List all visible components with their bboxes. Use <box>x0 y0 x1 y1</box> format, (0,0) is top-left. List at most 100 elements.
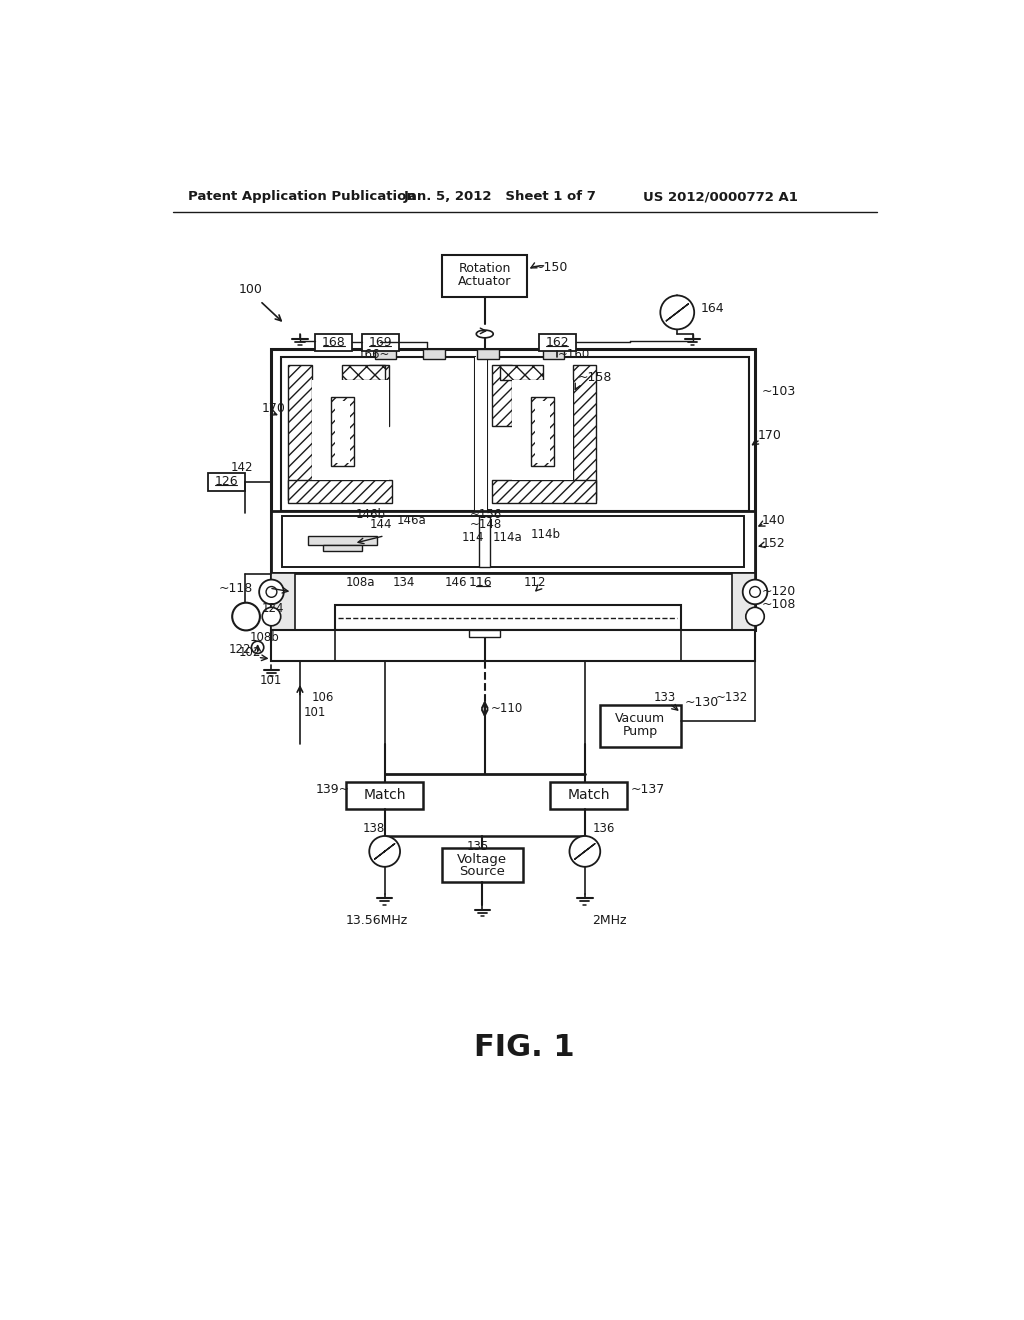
Text: Source: Source <box>460 865 506 878</box>
Circle shape <box>750 586 761 598</box>
Circle shape <box>569 836 600 867</box>
Text: 164: 164 <box>700 302 724 315</box>
Bar <box>307 536 377 545</box>
Bar <box>732 573 755 631</box>
Bar <box>543 350 564 359</box>
Bar <box>539 334 575 351</box>
Text: 146a: 146a <box>396 513 426 527</box>
Bar <box>487 358 749 511</box>
Text: ~150: ~150 <box>534 261 567 275</box>
Text: 133: 133 <box>654 690 677 704</box>
Bar <box>500 364 543 380</box>
Bar <box>442 255 527 297</box>
Text: 2MHz: 2MHz <box>593 915 627 927</box>
Circle shape <box>742 579 767 605</box>
Text: 142: 142 <box>230 462 253 474</box>
Text: 136: 136 <box>593 822 615 834</box>
Text: ~130: ~130 <box>685 696 719 709</box>
Text: ~118: ~118 <box>219 582 253 594</box>
Text: 144: 144 <box>370 517 392 531</box>
Text: 112: 112 <box>523 576 546 589</box>
Text: 114: 114 <box>462 531 484 544</box>
Bar <box>475 358 487 511</box>
Text: 166~: 166~ <box>357 348 390 362</box>
Text: 114a: 114a <box>493 531 522 544</box>
Text: Pump: Pump <box>623 725 657 738</box>
Bar <box>361 334 398 351</box>
Bar <box>271 573 295 631</box>
Bar <box>271 573 755 631</box>
Text: 124: 124 <box>261 602 284 615</box>
Text: ~108: ~108 <box>762 598 797 611</box>
Text: 108b: 108b <box>250 631 280 644</box>
Text: 169: 169 <box>369 335 392 348</box>
Bar <box>323 545 361 552</box>
Text: 100: 100 <box>239 282 262 296</box>
Circle shape <box>252 642 264 653</box>
Bar <box>535 401 550 462</box>
Text: 135: 135 <box>467 840 489 853</box>
Bar <box>342 364 385 380</box>
Text: 146b: 146b <box>355 508 385 520</box>
Text: 140: 140 <box>762 513 785 527</box>
Bar <box>281 358 475 511</box>
Text: 114b: 114b <box>531 528 561 541</box>
Bar <box>370 364 388 426</box>
Bar <box>531 397 554 466</box>
Bar <box>423 350 444 359</box>
Text: 134: 134 <box>392 576 415 589</box>
Text: 139~: 139~ <box>315 783 349 796</box>
Text: Patent Application Publication: Patent Application Publication <box>188 190 416 203</box>
Text: ~156: ~156 <box>469 508 502 520</box>
Bar <box>493 480 596 503</box>
Text: ~160: ~160 <box>558 348 590 362</box>
Bar <box>335 605 681 631</box>
Text: ~148: ~148 <box>469 519 502 532</box>
Text: Voltage: Voltage <box>458 853 508 866</box>
Text: ~132: ~132 <box>716 690 748 704</box>
Circle shape <box>232 603 260 631</box>
Text: US 2012/0000772 A1: US 2012/0000772 A1 <box>643 190 798 203</box>
Text: 152: 152 <box>762 537 785 550</box>
Bar <box>315 334 352 351</box>
Bar <box>331 397 354 466</box>
Bar <box>479 516 490 566</box>
Bar <box>600 705 681 747</box>
Bar <box>573 364 596 499</box>
Text: 101: 101 <box>304 706 327 719</box>
Bar <box>346 781 423 809</box>
Bar <box>283 516 744 566</box>
Bar <box>289 480 392 503</box>
Bar <box>311 380 388 480</box>
Bar <box>375 350 396 359</box>
Text: FIG. 1: FIG. 1 <box>474 1034 575 1063</box>
Text: 126: 126 <box>214 475 238 488</box>
Circle shape <box>370 836 400 867</box>
Circle shape <box>266 586 276 598</box>
Bar <box>493 364 512 426</box>
Text: 138: 138 <box>364 822 385 834</box>
Bar <box>469 631 500 636</box>
Text: Jan. 5, 2012   Sheet 1 of 7: Jan. 5, 2012 Sheet 1 of 7 <box>403 190 597 203</box>
Bar <box>271 631 755 661</box>
Text: 170: 170 <box>261 403 286 416</box>
Text: ~110: ~110 <box>490 702 523 715</box>
Text: 146: 146 <box>444 576 467 589</box>
Bar <box>477 350 499 359</box>
Circle shape <box>259 579 284 605</box>
Text: ~137: ~137 <box>631 783 666 796</box>
Bar <box>271 350 755 631</box>
Text: Match: Match <box>364 788 406 803</box>
Bar <box>289 364 311 499</box>
Text: 122: 122 <box>229 643 252 656</box>
Text: 116: 116 <box>469 576 493 589</box>
Text: ~158: ~158 <box>578 371 611 384</box>
Text: 102: 102 <box>239 647 261 659</box>
Bar <box>271 511 755 573</box>
Text: 168: 168 <box>322 335 346 348</box>
Text: 170: 170 <box>758 429 782 442</box>
Text: 101: 101 <box>260 675 283 686</box>
Text: Actuator: Actuator <box>458 275 511 288</box>
Bar <box>442 847 523 882</box>
Bar <box>550 781 628 809</box>
